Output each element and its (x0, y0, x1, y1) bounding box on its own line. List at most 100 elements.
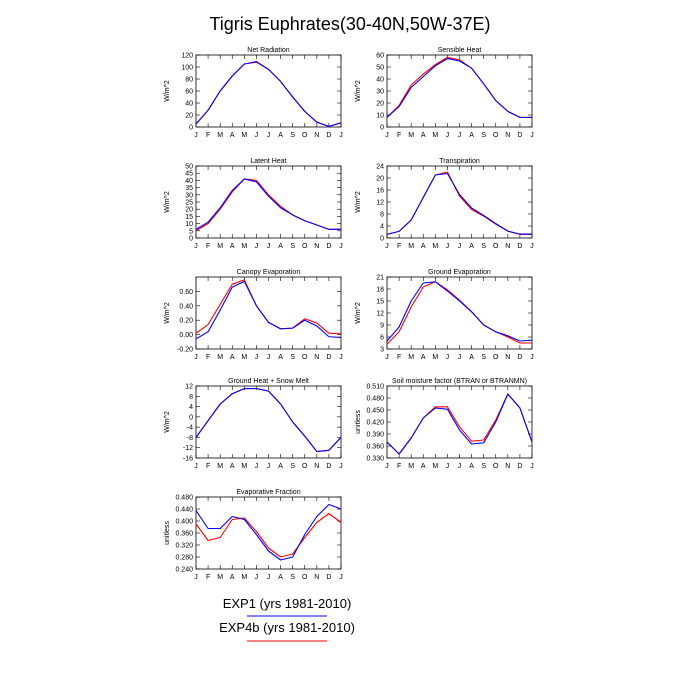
y-axis-label: unitless (355, 410, 362, 434)
x-tick-label: M (241, 354, 247, 361)
y-tick-label: 40 (185, 101, 193, 108)
x-tick-label: J (530, 243, 534, 250)
x-tick-label: J (458, 132, 462, 139)
y-tick-label: 20 (185, 207, 193, 214)
y-tick-label: 40 (376, 77, 384, 84)
x-tick-label: J (267, 243, 271, 250)
x-tick-label: N (505, 132, 510, 139)
y-axis-label: W/m^2 (355, 80, 362, 102)
x-tick-label: O (302, 243, 308, 250)
x-tick-label: D (517, 354, 522, 361)
x-tick-label: M (217, 463, 223, 470)
series-line-exp4b (195, 512, 342, 558)
panel-8: Evaporative Fraction unitless 0.240 0.280 0.… (164, 489, 343, 581)
x-tick-label: J (446, 132, 450, 139)
x-tick-label: A (469, 132, 474, 139)
x-tick-label: A (230, 132, 235, 139)
panel-title: Sensible Heat (438, 47, 482, 54)
x-tick-label: J (446, 463, 450, 470)
y-tick-label: 4 (189, 404, 193, 411)
x-tick-label: A (469, 463, 474, 470)
series-line-exp1 (195, 280, 342, 340)
panel-title: Net Radiation (247, 47, 290, 54)
x-tick-label: D (326, 243, 331, 250)
x-tick-label: S (481, 463, 486, 470)
legend-entry-exp1: EXP1 (yrs 1981-2010) (223, 596, 352, 611)
series-line-exp4b (195, 388, 342, 453)
x-tick-label: J (255, 132, 259, 139)
x-tick-label: A (278, 354, 283, 361)
y-tick-label: 120 (181, 53, 193, 60)
x-tick-label: F (206, 463, 210, 470)
y-tick-label: 3 (380, 347, 384, 354)
y-tick-label: 18 (376, 287, 384, 294)
x-tick-label: J (339, 132, 343, 139)
x-tick-label: A (469, 243, 474, 250)
y-tick-label: 5 (189, 228, 193, 235)
y-tick-label: 30 (185, 192, 193, 199)
series-line-exp1 (386, 172, 532, 235)
x-tick-label: J (339, 574, 343, 581)
x-tick-label: J (267, 354, 271, 361)
y-tick-label: 20 (376, 176, 384, 183)
y-tick-label: -8 (187, 435, 193, 442)
series-line-exp4b (195, 178, 341, 232)
y-tick-label: 8 (380, 212, 384, 219)
x-tick-label: M (408, 463, 414, 470)
panel-title: Ground Evaporation (428, 269, 491, 276)
series-line-exp4b (195, 279, 342, 335)
x-tick-label: S (481, 243, 486, 250)
x-tick-label: J (458, 243, 462, 250)
plot-frame (195, 276, 342, 350)
x-tick-label: F (397, 354, 401, 361)
x-tick-label: M (408, 132, 414, 139)
y-tick-label: 0 (189, 414, 193, 421)
x-tick-label: M (432, 132, 438, 139)
x-tick-label: J (530, 354, 534, 361)
x-tick-label: J (458, 463, 462, 470)
y-tick-label: 45 (185, 171, 193, 178)
x-tick-label: J (385, 243, 389, 250)
x-tick-label: A (278, 132, 283, 139)
x-tick-label: S (290, 132, 295, 139)
x-tick-label: M (408, 243, 414, 250)
y-tick-label: 0 (189, 125, 193, 132)
x-tick-label: F (397, 132, 401, 139)
y-tick-label: 0.60 (179, 289, 193, 296)
y-tick-label: 40 (185, 178, 193, 185)
y-tick-label: 0.280 (175, 555, 193, 562)
x-tick-label: A (230, 354, 235, 361)
y-tick-label: 24 (376, 164, 384, 171)
y-tick-label: -4 (187, 425, 193, 432)
y-tick-label: 0.40 (179, 303, 193, 310)
series-line-exp4b (386, 393, 533, 455)
y-tick-label: 0.480 (366, 396, 384, 403)
y-axis-label: W/m^2 (164, 411, 171, 433)
x-tick-label: D (326, 463, 331, 470)
y-tick-label: 0.510 (366, 384, 384, 391)
x-tick-label: M (241, 243, 247, 250)
x-tick-label: J (458, 354, 462, 361)
x-tick-label: A (278, 243, 283, 250)
x-tick-label: O (493, 132, 499, 139)
panel-title: Ground Heat + Snow Melt (228, 378, 309, 385)
x-tick-label: J (194, 132, 198, 139)
y-tick-label: 15 (185, 214, 193, 221)
x-tick-label: M (432, 354, 438, 361)
x-tick-label: D (517, 463, 522, 470)
y-axis-label: unitless (164, 521, 171, 545)
x-tick-label: J (267, 463, 271, 470)
y-tick-label: 0 (380, 125, 384, 132)
y-tick-label: 35 (185, 185, 193, 192)
x-tick-label: J (446, 354, 450, 361)
x-tick-label: M (241, 574, 247, 581)
y-tick-label: 25 (185, 200, 193, 207)
x-tick-label: J (194, 463, 198, 470)
x-tick-label: O (493, 243, 499, 250)
x-tick-label: N (314, 574, 319, 581)
x-tick-label: M (408, 354, 414, 361)
series-line-exp1 (195, 178, 341, 230)
plot-frame (195, 54, 342, 128)
